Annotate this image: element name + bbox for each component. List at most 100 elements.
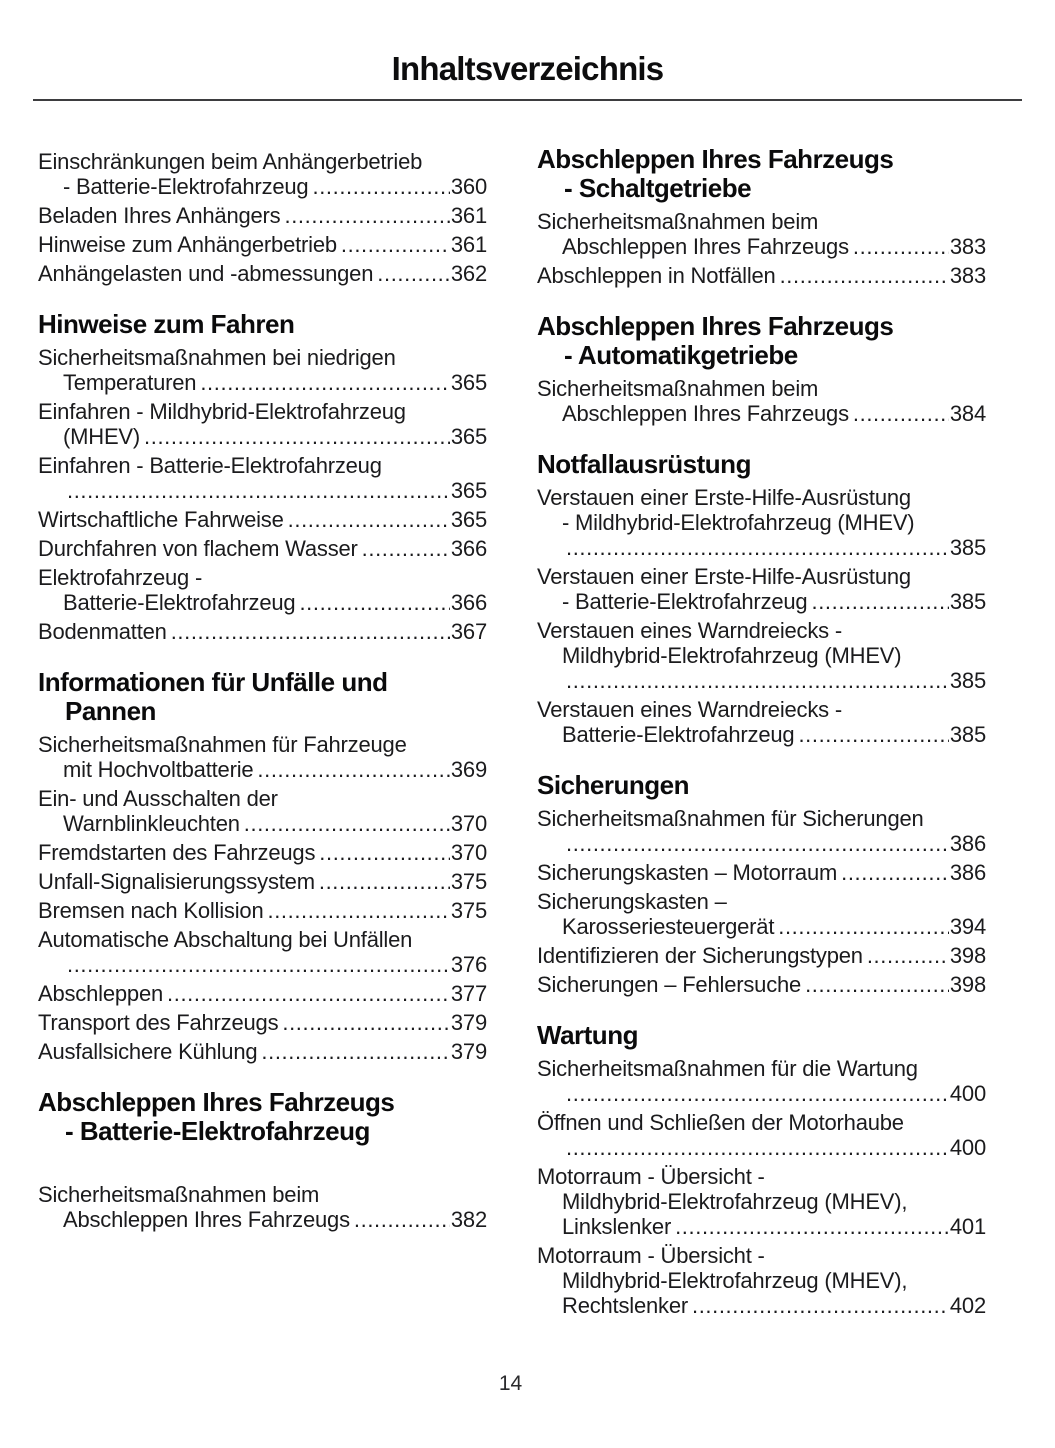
- dot-leader: ........................................…: [866, 943, 949, 968]
- page-ref: 385: [949, 589, 986, 614]
- dot-leader: ........................................…: [170, 619, 450, 644]
- page-ref: 398: [949, 943, 986, 968]
- dot-leader: ........................................…: [167, 981, 450, 1006]
- entry-line: Verstauen einer Erste-Hilfe-Ausrüstung: [537, 564, 911, 589]
- dot-leader: ........................................…: [267, 898, 450, 923]
- toc-section: Abschleppen Ihres Fahrzeugs - Schaltgetri…: [537, 145, 986, 289]
- section-heading: Abschleppen Ihres Fahrzeugs - Automatikge…: [537, 312, 986, 370]
- dot-leader: ........................................…: [566, 1081, 949, 1106]
- page-ref: 379: [450, 1039, 487, 1064]
- section-heading-line: Abschleppen Ihres Fahrzeugs: [38, 1087, 395, 1117]
- page-ref: 382: [450, 1207, 487, 1232]
- entry-line: ........................................…: [38, 952, 487, 977]
- entry-line: Anhängelasten und -abmessungen..........…: [38, 261, 487, 286]
- section-heading: Abschleppen Ihres Fahrzeugs - Batterie-El…: [38, 1088, 487, 1146]
- page-ref: 366: [450, 536, 487, 561]
- toc-entry: Transport des Fahrzeugs.................…: [38, 1010, 487, 1035]
- entry-label: - Batterie-Elektrofahrzeug: [63, 174, 309, 199]
- entry-line: Verstauen einer Erste-Hilfe-Ausrüstung: [537, 485, 911, 510]
- dot-leader: ........................................…: [566, 1135, 949, 1160]
- section-heading-line: Wartung: [537, 1020, 638, 1050]
- entry-line: - Mildhybrid-Elektrofahrzeug (MHEV): [562, 510, 915, 535]
- entry-line: Sicherheitsmaßnahmen beim: [537, 376, 819, 401]
- toc-entry: Anhängelasten und -abmessungen..........…: [38, 261, 487, 286]
- dot-leader: ........................................…: [243, 811, 450, 836]
- entry-line: Mildhybrid-Elektrofahrzeug (MHEV): [562, 643, 902, 668]
- toc-section: Einschränkungen beim Anhängerbetrieb - Ba…: [38, 149, 487, 286]
- toc-entry: Verstauen einer Erste-Hilfe-Ausrüstung - …: [537, 485, 986, 560]
- toc-entry: Abschleppen.............................…: [38, 981, 487, 1006]
- entry-line: Sicherungskasten –: [537, 889, 727, 914]
- page-ref: 379: [450, 1010, 487, 1035]
- dot-leader: ........................................…: [257, 757, 449, 782]
- dot-leader: ........................................…: [841, 860, 949, 885]
- toc-entry: Sicherheitsmaßnahmen bei niedrigen Temper…: [38, 345, 487, 395]
- entry-line: Mildhybrid-Elektrofahrzeug (MHEV),: [562, 1268, 908, 1293]
- toc-entry: Hinweise zum Anhängerbetrieb............…: [38, 232, 487, 257]
- toc-entry: Fremdstarten des Fahrzeugs..............…: [38, 840, 487, 865]
- page-ref: 377: [450, 981, 487, 1006]
- toc-entry: Durchfahren von flachem Wasser..........…: [38, 536, 487, 561]
- entry-label: Hinweise zum Anhängerbetrieb: [38, 232, 337, 257]
- page-ref: 383: [949, 263, 986, 288]
- entry-line: - Batterie-Elektrofahrzeug..............…: [38, 174, 487, 199]
- page-ref: 361: [450, 203, 487, 228]
- toc-entry: Verstauen einer Erste-Hilfe-Ausrüstung - …: [537, 564, 986, 614]
- section-heading: Informationen für Unfälle und Pannen: [38, 668, 487, 726]
- entry-line: Automatische Abschaltung bei Unfällen: [38, 927, 413, 952]
- page-ref: 386: [949, 860, 986, 885]
- entry-line: Transport des Fahrzeugs.................…: [38, 1010, 487, 1035]
- entry-label: Unfall-Signalisierungssystem: [38, 869, 315, 894]
- page-ref: 365: [450, 370, 487, 395]
- page-ref: 365: [450, 424, 487, 449]
- toc-section: Abschleppen Ihres Fahrzeugs - Batterie-El…: [38, 1088, 487, 1233]
- page-ref: 370: [450, 840, 487, 865]
- entry-line: Batterie-Elektrofahrzeug................…: [38, 590, 487, 615]
- page-ref: 370: [450, 811, 487, 836]
- toc-section: Informationen für Unfälle und Pannen Siche…: [38, 668, 487, 1065]
- entry-label: Abschleppen in Notfällen: [537, 263, 776, 288]
- entry-label: Anhängelasten und -abmessungen: [38, 261, 374, 286]
- toc-entry: Sicherheitsmaßnahmen für Fahrzeuge mit Ho…: [38, 732, 487, 782]
- entry-line: Abschleppen.............................…: [38, 981, 487, 1006]
- entry-line: Beladen Ihres Anhängers.................…: [38, 203, 487, 228]
- entry-line: Fremdstarten des Fahrzeugs..............…: [38, 840, 487, 865]
- dot-leader: ........................................…: [566, 535, 949, 560]
- page-ref: 367: [450, 619, 487, 644]
- page-ref: 362: [450, 261, 487, 286]
- toc-entry: Sicherungskasten – Karosseriesteuergerät.…: [537, 889, 986, 939]
- dot-leader: ........................................…: [282, 1010, 450, 1035]
- section-heading-line: Abschleppen Ihres Fahrzeugs: [537, 311, 894, 341]
- section-heading: Wartung: [537, 1021, 986, 1050]
- page-ref: 369: [450, 757, 487, 782]
- dot-leader: ........................................…: [811, 589, 948, 614]
- entry-line: Karosseriesteuergerät...................…: [537, 914, 986, 939]
- entry-label: Abschleppen: [38, 981, 164, 1006]
- dot-leader: ........................................…: [852, 234, 949, 259]
- entry-label: Wirtschaftliche Fahrweise: [38, 507, 284, 532]
- entry-label: Transport des Fahrzeugs: [38, 1010, 279, 1035]
- entry-line: Wirtschaftliche Fahrweise...............…: [38, 507, 487, 532]
- toc-entry: Motorraum - Übersicht - Mildhybrid-Elektr…: [537, 1164, 986, 1239]
- entry-line: Einschränkungen beim Anhängerbetrieb: [38, 149, 423, 174]
- entry-line: mit Hochvoltbatterie....................…: [38, 757, 487, 782]
- toc-entry: Wirtschaftliche Fahrweise...............…: [38, 507, 487, 532]
- entry-line: Einfahren - Mildhybrid-Elektrofahrzeug: [38, 399, 406, 424]
- entry-line: Mildhybrid-Elektrofahrzeug (MHEV),: [562, 1189, 908, 1214]
- section-heading-line: - Automatikgetriebe: [564, 340, 798, 370]
- toc-entry: Verstauen eines Warndreiecks - Mildhybrid…: [537, 618, 986, 693]
- entry-line: Sicherheitsmaßnahmen beim: [38, 1182, 320, 1207]
- toc-column-left: Einschränkungen beim Anhängerbetrieb - Ba…: [38, 145, 487, 1318]
- entry-label: (MHEV): [63, 424, 141, 449]
- toc-entry: Sicherungen – Fehlersuche...............…: [537, 972, 986, 997]
- entry-line: Batterie-Elektrofahrzeug................…: [537, 722, 986, 747]
- entry-label: Bremsen nach Kollision: [38, 898, 264, 923]
- dot-leader: ........................................…: [340, 232, 450, 257]
- section-heading-line: Informationen für Unfälle und: [38, 667, 388, 697]
- entry-line: Bremsen nach Kollision..................…: [38, 898, 487, 923]
- dot-leader: ........................................…: [312, 174, 449, 199]
- toc-entry: Sicherheitsmaßnahmen beim Abschleppen Ihr…: [38, 1182, 487, 1232]
- entry-label: Batterie-Elektrofahrzeug: [63, 590, 296, 615]
- page-ref: 385: [949, 668, 986, 693]
- entry-line: Rechtslenker............................…: [537, 1293, 986, 1318]
